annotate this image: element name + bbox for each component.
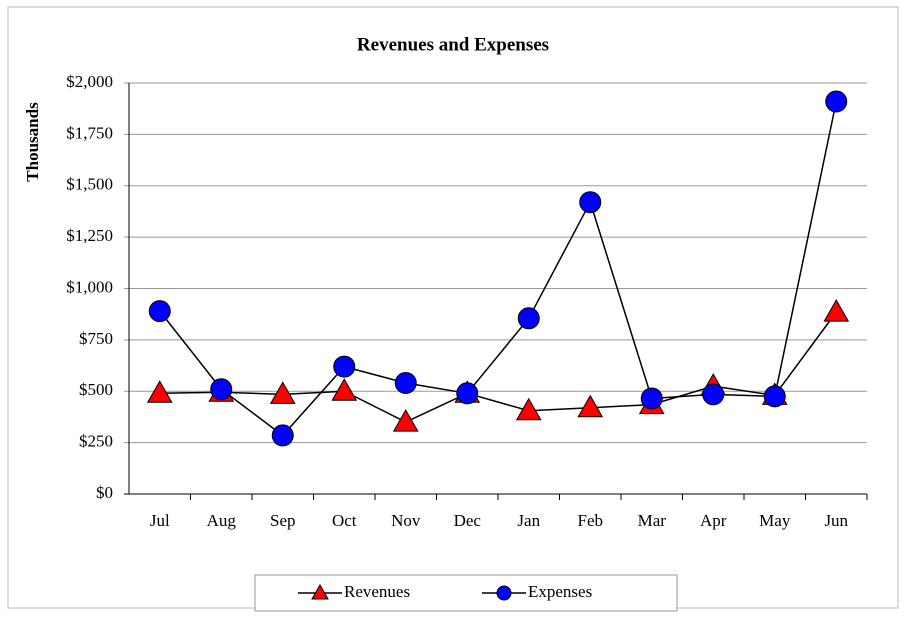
y-tick-label: $750 bbox=[79, 329, 113, 348]
data-point bbox=[333, 355, 356, 378]
data-point bbox=[517, 307, 540, 330]
legend-label: Revenues bbox=[344, 582, 410, 601]
y-tick-label: $1,250 bbox=[66, 226, 113, 245]
x-tick-label: Apr bbox=[700, 511, 727, 530]
data-point bbox=[702, 383, 725, 406]
data-point bbox=[271, 424, 294, 447]
y-tick-label: $1,500 bbox=[66, 175, 113, 194]
data-point bbox=[515, 397, 542, 421]
x-tick-label: Sep bbox=[270, 511, 296, 530]
legend-marker bbox=[496, 585, 512, 601]
x-tick-label: Dec bbox=[454, 511, 482, 530]
x-tick-label: Feb bbox=[578, 511, 604, 530]
y-tick-label: $2,000 bbox=[66, 72, 113, 91]
data-point bbox=[210, 378, 233, 401]
x-tick-label: May bbox=[759, 511, 791, 530]
data-point bbox=[331, 378, 358, 401]
data-point bbox=[392, 409, 419, 432]
y-tick-label: $500 bbox=[79, 380, 113, 399]
data-point bbox=[394, 372, 417, 395]
data-point bbox=[146, 380, 173, 403]
chart-title: Revenues and Expenses bbox=[357, 34, 549, 55]
legend-marker bbox=[311, 583, 329, 600]
legend-label: Expenses bbox=[528, 582, 592, 601]
x-tick-label: Jun bbox=[824, 511, 848, 530]
y-tick-label: $1,000 bbox=[66, 277, 113, 296]
data-point bbox=[269, 381, 296, 404]
y-tick-label: $250 bbox=[79, 432, 113, 451]
series-line bbox=[159, 311, 837, 423]
data-point bbox=[640, 387, 663, 410]
data-point bbox=[577, 394, 604, 418]
data-point bbox=[456, 382, 479, 405]
data-point bbox=[825, 90, 848, 113]
x-tick-label: Jul bbox=[150, 511, 170, 530]
y-tick-label: $0 bbox=[96, 483, 113, 502]
data-point bbox=[579, 191, 602, 214]
data-point bbox=[763, 385, 786, 408]
y-axis-label: Thousands bbox=[23, 102, 42, 182]
x-tick-label: Nov bbox=[391, 511, 421, 530]
data-point bbox=[148, 300, 171, 323]
y-tick-label: $1,750 bbox=[66, 123, 113, 142]
data-point bbox=[823, 299, 850, 322]
x-tick-label: Oct bbox=[332, 511, 357, 530]
x-tick-label: Mar bbox=[638, 511, 667, 530]
x-tick-label: Aug bbox=[207, 511, 237, 530]
x-tick-label: Jan bbox=[517, 511, 540, 530]
